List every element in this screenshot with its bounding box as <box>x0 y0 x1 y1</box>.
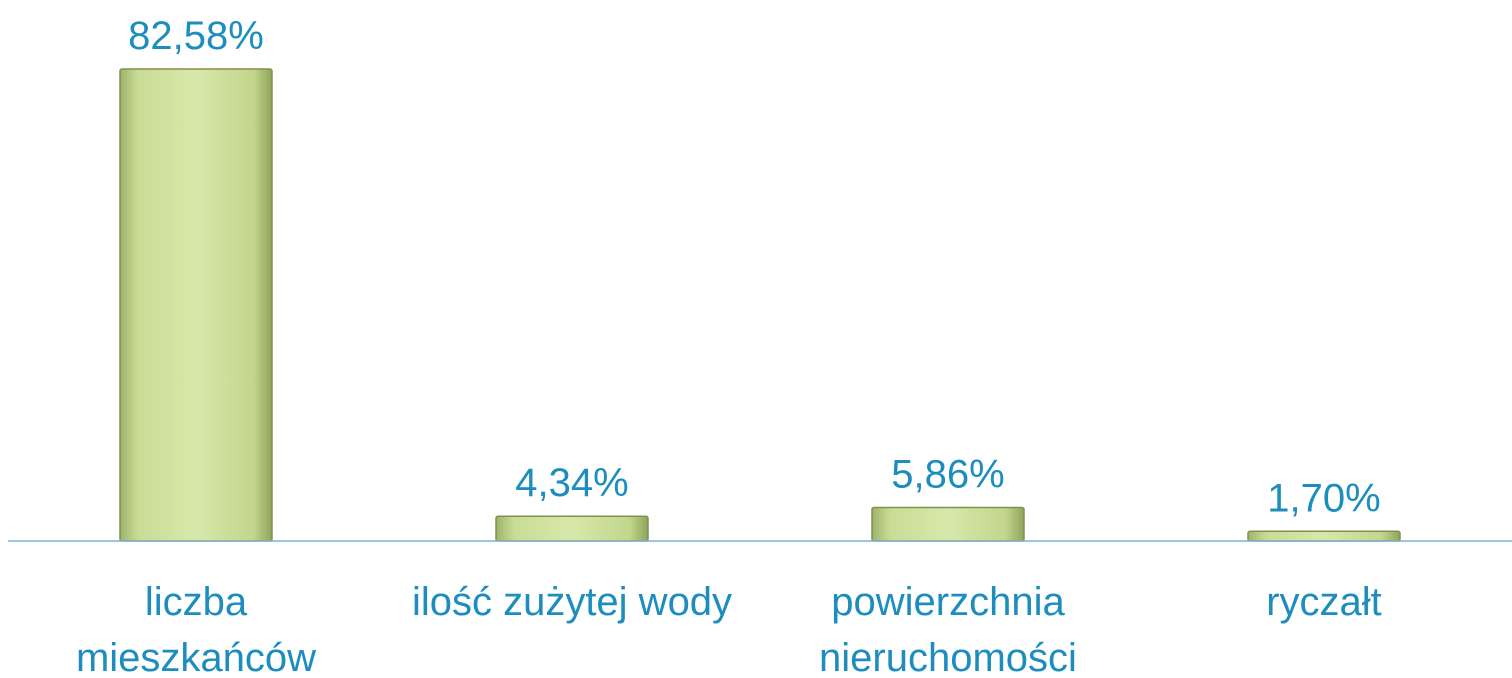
bar <box>1247 530 1401 542</box>
value-label: 1,70% <box>1267 476 1380 520</box>
bar <box>495 515 649 542</box>
bar <box>119 68 273 542</box>
value-label: 4,34% <box>515 461 628 505</box>
bar <box>871 506 1025 542</box>
value-label: 82,58% <box>128 14 264 58</box>
category-label: ryczałt <box>1266 580 1382 624</box>
value-label: 5,86% <box>891 453 1004 497</box>
category-label: liczba mieszkańców <box>75 580 317 678</box>
category-label: ilość zużytej wody <box>411 580 733 624</box>
category-label: powierzchnia nieruchomości <box>819 580 1077 678</box>
